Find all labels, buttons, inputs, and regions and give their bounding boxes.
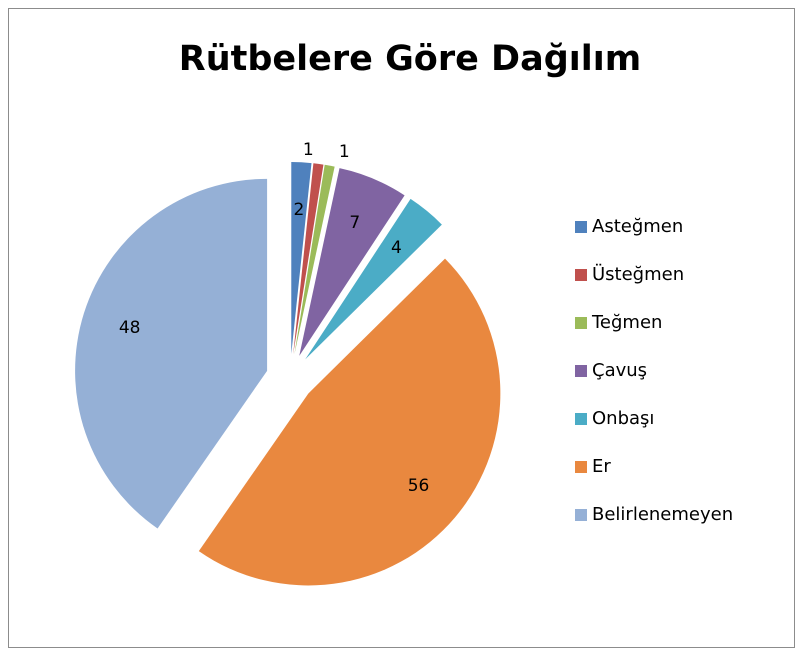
pie-slice bbox=[305, 198, 442, 360]
legend-label: Belirlenemeyen bbox=[592, 504, 733, 525]
legend-label: Asteğmen bbox=[592, 216, 683, 237]
legend-swatch bbox=[575, 269, 587, 281]
pie-slice bbox=[299, 168, 405, 356]
legend-swatch bbox=[575, 509, 587, 521]
legend-label: Çavuş bbox=[592, 360, 647, 381]
legend-swatch bbox=[575, 461, 587, 473]
data-label: 7 bbox=[349, 213, 360, 233]
legend-swatch bbox=[575, 413, 587, 425]
pie-slice bbox=[291, 162, 312, 355]
data-label: 48 bbox=[119, 318, 141, 338]
legend-swatch bbox=[575, 365, 587, 377]
legend-swatch bbox=[575, 317, 587, 329]
data-label: 1 bbox=[339, 142, 350, 162]
legend-label: Teğmen bbox=[591, 312, 662, 333]
pie-slice bbox=[198, 258, 501, 586]
legend-label: Üsteğmen bbox=[592, 263, 684, 285]
data-label: 4 bbox=[391, 238, 402, 258]
data-label: 2 bbox=[293, 200, 304, 220]
legend-label: Er bbox=[592, 456, 611, 477]
legend-swatch bbox=[575, 221, 587, 233]
pie-slice bbox=[75, 178, 268, 529]
chart-title: Rütbelere Göre Dağılım bbox=[179, 39, 641, 79]
data-label: 1 bbox=[303, 140, 314, 160]
data-label: 56 bbox=[408, 476, 430, 496]
pie-slice bbox=[293, 163, 324, 355]
legend-label: Onbaşı bbox=[592, 408, 654, 429]
pie-slice bbox=[294, 164, 335, 355]
